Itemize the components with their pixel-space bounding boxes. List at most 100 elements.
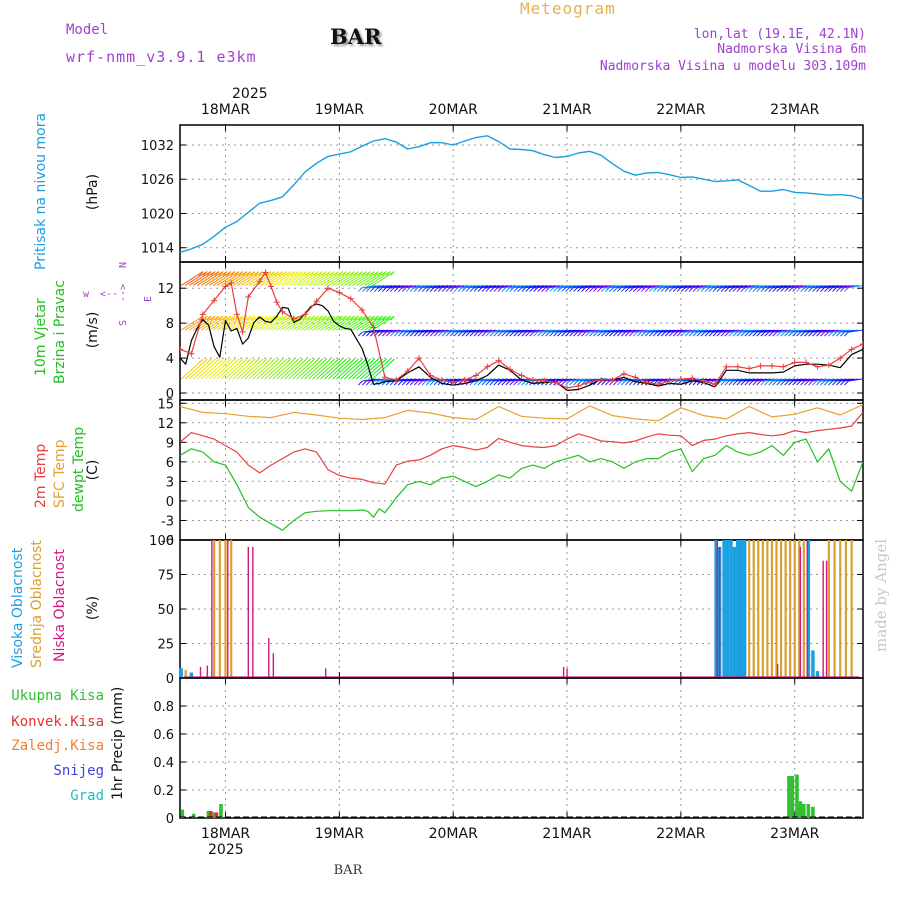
wind-gust-marker: [734, 363, 741, 370]
dewpoint-line: [180, 438, 863, 531]
wind-barb-flag: [768, 287, 774, 292]
wind-gust-marker: [757, 362, 764, 369]
wind-barb-flag: [417, 331, 423, 337]
mid-cloud-bar: [793, 540, 796, 678]
wind-barb: [370, 285, 385, 289]
wind-barb: [260, 271, 284, 287]
wind-barb: [633, 329, 648, 333]
wind-barb: [374, 378, 389, 382]
wind-barb-flag: [836, 380, 841, 386]
wind-barb-flag: [278, 315, 284, 321]
wind-barb: [252, 315, 276, 331]
wind-barb: [465, 285, 481, 289]
wind-barb-flag: [764, 287, 770, 292]
wind-barb: [292, 271, 315, 287]
wind-barb-flag: [840, 331, 845, 337]
precip-legend-1: Konvek.Kisa: [11, 714, 104, 730]
wind-barb: [768, 285, 783, 289]
wind-barb-flag: [298, 271, 304, 276]
wind-barb: [704, 329, 720, 333]
wind-barb: [390, 329, 405, 333]
wind-barb: [485, 378, 500, 382]
wind-barb-flag: [816, 380, 821, 386]
wind-barb: [645, 285, 660, 289]
wind-barb: [800, 329, 815, 333]
wind-barb: [414, 285, 429, 289]
wind-barb: [593, 285, 608, 289]
wind-barb-flag: [461, 331, 467, 337]
wind-barb: [362, 378, 377, 382]
wind-barb-flag: [302, 271, 308, 276]
wind-barb: [517, 378, 532, 382]
wind-barb: [493, 285, 508, 289]
wind-barb-flag: [198, 271, 204, 276]
wind-barb: [410, 329, 425, 333]
wind-barb: [465, 378, 481, 382]
wind-gust-marker: [643, 379, 650, 386]
wind-barb: [553, 329, 568, 333]
wind-barb: [756, 378, 771, 382]
wind-barb: [653, 378, 668, 382]
wind-barb-flag: [230, 358, 236, 364]
wind-barb-flag: [350, 358, 355, 364]
wind-barb-flag: [561, 287, 566, 292]
wind-barb: [772, 329, 787, 333]
wind-barb-flag: [206, 315, 212, 321]
wind-barb-flag: [704, 331, 710, 337]
wind-barb: [422, 329, 437, 333]
wind-barb-flag: [369, 331, 375, 337]
wind-barb-flag: [513, 331, 519, 337]
wind-barb: [537, 285, 552, 289]
wind-barb-flag: [409, 380, 415, 386]
wind-barb: [712, 285, 728, 289]
wind-barb-flag: [242, 358, 248, 364]
wind-barb: [565, 329, 580, 333]
mid-cloud-bar: [184, 669, 187, 678]
wind-barb: [481, 285, 496, 289]
wind-barb-flag: [676, 331, 682, 337]
wind-barb: [816, 285, 831, 289]
wind-barb-flag: [517, 287, 523, 292]
wind-barb-flag: [764, 331, 770, 337]
wind-barb: [740, 329, 755, 333]
top-year-label: 2025: [232, 86, 268, 102]
wind-barb: [601, 329, 616, 333]
wind-gust-marker: [529, 376, 536, 383]
wind-barb: [505, 285, 520, 289]
wind-gust-marker: [518, 372, 525, 379]
ytick-label: 12: [157, 417, 174, 432]
wind-barb-flag: [346, 315, 351, 321]
wind-barb-flag: [306, 358, 312, 364]
top-tick-label-20MAR: 20MAR: [429, 102, 478, 118]
wind-barb-flag: [581, 331, 586, 337]
mid-cloud-bar: [827, 540, 830, 678]
wind-barb: [366, 285, 381, 289]
wind-barb: [501, 285, 516, 289]
wind-barb-flag: [202, 271, 208, 276]
wind-barb-flag: [593, 331, 598, 337]
wind-barb: [716, 329, 732, 333]
wind-barb-flag: [744, 287, 750, 292]
wind-barb-flag: [409, 287, 415, 292]
wind-barb-flag: [262, 358, 268, 364]
wind-barb-flag: [624, 331, 630, 337]
wind-barb-flag: [569, 331, 574, 337]
wind-barb-flag: [370, 271, 375, 276]
wind-barb: [796, 285, 811, 289]
wind-barb: [724, 329, 739, 333]
low-cloud-bar: [822, 560, 824, 678]
wind-barb: [625, 285, 640, 289]
wind-barb-flag: [338, 271, 343, 276]
wind-barb-flag: [748, 287, 754, 292]
wind-barb-flag: [493, 380, 499, 386]
wind-barb-flag: [501, 331, 507, 337]
wind-barb: [613, 378, 628, 382]
wind-barb-flag: [784, 380, 790, 386]
wind-barb-flag: [366, 271, 371, 276]
wind-barb: [776, 329, 791, 333]
wind-barb: [704, 285, 720, 289]
wind-barb-flag: [401, 380, 407, 386]
wind-barb-flag: [282, 315, 288, 321]
wind-barb: [732, 378, 747, 382]
wind-gust-marker: [507, 366, 514, 373]
